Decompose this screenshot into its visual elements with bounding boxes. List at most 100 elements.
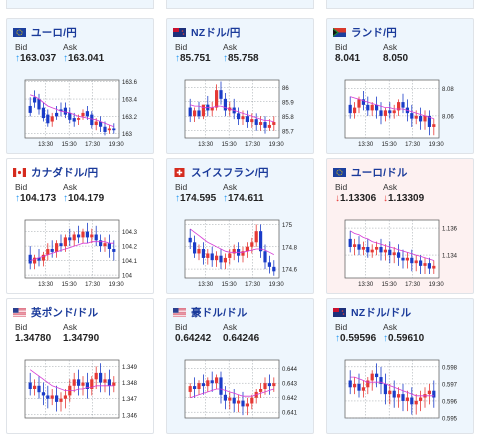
y-tick-label: 0.596 xyxy=(442,399,458,405)
candle-body xyxy=(379,246,383,253)
candle-body xyxy=(197,383,201,389)
candle-body xyxy=(28,105,32,113)
currency-pair-link[interactable]: ユーロ/円 xyxy=(31,26,77,39)
candle-body xyxy=(267,383,271,387)
card-stub xyxy=(326,0,474,9)
chart-plot-area xyxy=(184,219,280,279)
candle-body xyxy=(33,385,37,389)
currency-pair-link[interactable]: 英ポンド/ドル xyxy=(31,306,99,319)
chart-plot-area xyxy=(184,359,280,419)
candle-body xyxy=(210,380,214,384)
moving-average-line xyxy=(190,104,274,123)
candle-body xyxy=(85,111,89,117)
y-tick-label: 163.2 xyxy=(122,115,138,121)
ask-value: ↑104.179 xyxy=(63,193,104,204)
candle-body xyxy=(237,400,241,404)
x-tick-label: 17:30 xyxy=(405,142,421,148)
currency-pair-link[interactable]: カナダドル/円 xyxy=(31,166,99,179)
candle-body xyxy=(37,257,41,261)
candle-body xyxy=(188,107,192,117)
currency-card[interactable]: 豪ドル/ドル Bid Ask 0.64242 0.64246 0.644 0.643 0.64… xyxy=(166,298,314,434)
candle-body xyxy=(414,115,418,119)
currency-card[interactable]: ユーロ/ドル Bid Ask ↓1.13306 ↓1.13309 1.136 1.134 13… xyxy=(326,158,474,294)
candle-body xyxy=(427,115,431,127)
ask-value-text: 0.59610 xyxy=(388,333,425,344)
currency-pair-link[interactable]: ユーロ/ドル xyxy=(351,166,408,179)
candle-body xyxy=(432,390,436,398)
candle-body xyxy=(55,243,59,252)
bid-value: 0.64242 xyxy=(175,333,211,344)
candle-body xyxy=(361,387,365,391)
candle-body xyxy=(94,121,98,126)
ask-value-text: 0.64246 xyxy=(223,333,260,344)
y-tick-label: 0.641 xyxy=(282,411,298,417)
ask-value: 1.34790 xyxy=(63,333,99,344)
candle-body xyxy=(397,394,401,398)
card-header: 豪ドル/ドル xyxy=(173,305,248,319)
candle-body xyxy=(50,395,54,399)
ca-flag-icon xyxy=(13,167,26,177)
candle-body xyxy=(228,397,232,401)
candle-body xyxy=(423,115,427,122)
currency-card[interactable]: ランド/円 Bid Ask 8.041 8.050 8.08 8.06 13:30 15:30 1… xyxy=(326,18,474,154)
ask-label: Ask xyxy=(63,322,78,332)
candle-body xyxy=(388,249,392,256)
moving-average-line xyxy=(350,96,434,120)
candle-body xyxy=(272,122,276,125)
candle-body xyxy=(99,121,103,127)
candle-body xyxy=(210,253,214,261)
bid-value-text: 0.64242 xyxy=(175,333,212,344)
currency-pair-link[interactable]: 豪ドル/ドル xyxy=(191,306,248,319)
currency-card[interactable]: 英ポンド/ドル Bid Ask 1.34780 1.34790 1.349 1.348 1.3… xyxy=(6,298,154,434)
x-tick-label: 17:30 xyxy=(245,282,261,288)
candle-body xyxy=(272,266,276,272)
currency-pair-link[interactable]: ランド/円 xyxy=(351,26,397,39)
y-tick-label: 1.134 xyxy=(442,254,458,260)
candle-body xyxy=(427,390,431,395)
candle-body xyxy=(193,386,197,389)
ask-value-text: 8.050 xyxy=(383,53,409,64)
x-tick-label: 15:30 xyxy=(222,282,238,288)
y-tick-label: 0.598 xyxy=(442,365,458,371)
candle-body xyxy=(103,126,107,132)
card-header: ランド/円 xyxy=(333,25,397,39)
candle-body xyxy=(99,372,103,383)
currency-card[interactable]: ユーロ/円 Bid Ask ↑163.037 ↑163.041 163.6 163.4 163… xyxy=(6,18,154,154)
candle-body xyxy=(63,107,67,115)
currency-card[interactable]: NZドル/ドル Bid Ask ↑0.59596 ↑0.59610 0.598 0.597 0… xyxy=(326,298,474,434)
candle-body xyxy=(77,118,81,120)
candle-body xyxy=(237,113,241,120)
y-tick-label: 174.6 xyxy=(282,268,298,274)
candle-body xyxy=(263,383,267,389)
currency-card[interactable]: スイスフラン/円 Bid Ask ↑174.595 ↑174.611 175 174.8 17… xyxy=(166,158,314,294)
arrow-up-icon: ↑ xyxy=(15,53,20,64)
eu-flag-icon xyxy=(13,27,26,37)
ask-value: ↑0.59610 xyxy=(383,333,424,344)
candle-body xyxy=(197,110,201,117)
candle-body xyxy=(107,379,111,386)
price-chart: 1.136 1.134 13:30 15:30 17:30 19:30 xyxy=(344,219,458,288)
x-tick-label: 13:30 xyxy=(38,282,54,288)
y-tick-label: 1.347 xyxy=(122,397,138,403)
chart-plot-area xyxy=(24,359,120,419)
za-flag-icon xyxy=(333,27,346,37)
candle-body xyxy=(223,257,227,263)
currency-pair-link[interactable]: スイスフラン/円 xyxy=(191,166,269,179)
currency-pair-link[interactable]: NZドル/ドル xyxy=(351,306,412,319)
chart-plot-area xyxy=(24,79,120,139)
candle-body xyxy=(72,118,76,122)
currency-card[interactable]: NZドル/円 Bid Ask ↑85.751 ↑85.758 86 85.9 85.8 85.7… xyxy=(166,18,314,154)
chart-plot-area xyxy=(344,79,440,139)
y-tick-label: 104 xyxy=(122,274,133,280)
bid-label: Bid xyxy=(15,42,28,52)
bid-value: ↑174.595 xyxy=(175,193,216,204)
currency-pair-link[interactable]: NZドル/円 xyxy=(191,26,241,39)
nz-flag-icon xyxy=(173,27,186,37)
arrow-up-icon: ↑ xyxy=(15,193,20,204)
currency-card[interactable]: カナダドル/円 Bid Ask ↑104.173 ↑104.179 104.3 104.2 1… xyxy=(6,158,154,294)
chart-plot-area xyxy=(184,79,280,139)
bid-value: ↑163.037 xyxy=(15,53,56,64)
ask-value-text: 1.34790 xyxy=(63,333,100,344)
y-tick-label: 175 xyxy=(282,223,293,229)
candle-body xyxy=(383,249,387,253)
